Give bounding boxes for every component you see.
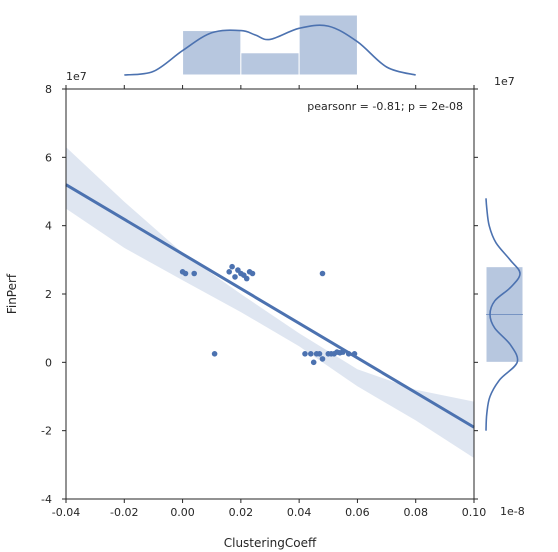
x-tick-label-1: -0.02 [110,506,138,519]
top-hist-bar-2 [298,14,358,76]
top-marginal-histogram [182,14,358,76]
scatter-point-26 [345,351,352,357]
scatter-point-6 [232,274,238,280]
scatter-point-1 [182,270,189,277]
y-tick-label-4: 4 [45,220,52,233]
regression-confidence-band [66,147,474,458]
y-tick-label-0: -4 [41,493,52,506]
x-tick-label-5: 0.06 [345,506,370,519]
x-axis-ticks: -0.04 -0.02 0.00 0.02 0.04 0.06 0.08 0.10 [52,85,486,519]
scatter-point-5 [229,263,235,270]
plot-frame [65,88,475,500]
x-axis-label: ClusteringCoeff [224,536,317,550]
x-tick-label-4: 0.04 [287,506,312,519]
scatter-point-12 [249,270,256,277]
scatter-point-19 [319,270,326,277]
scatter-points [179,263,358,366]
y-axis-ticks: -4 -2 0 2 4 6 8 [41,83,478,506]
scatter-point-13 [302,351,308,357]
scatter-point-3 [211,351,218,357]
top-marginal-kde-curve [124,24,416,76]
y-tick-label-3: 2 [45,288,52,301]
x-tick-label-7: 0.10 [462,506,487,519]
y-tick-label-5: 6 [45,151,52,164]
right-marginal-histogram [485,266,524,363]
y-axis-offset-label: 1e7 [66,70,87,83]
scatter-point-10 [243,275,250,282]
right-marginal-plot [485,198,524,431]
regression-line [65,183,475,429]
right-marginal-kde-curve [485,198,521,431]
top-marginal-offset-label: 1e7 [494,75,515,88]
y-tick-label-6: 8 [45,83,52,96]
pearson-annotation: pearsonr = -0.81; p = 2e-08 [307,100,463,113]
scatter-point-17 [316,351,323,357]
top-hist-bar-1 [240,52,300,76]
scatter-point-25 [340,349,346,355]
scatter-point-15 [310,359,317,366]
y-axis-label: FinPerf [5,273,19,314]
top-hist-bar-0 [182,30,242,76]
main-scatter-plot: -0.04 -0.02 0.00 0.02 0.04 0.06 0.08 0.10 -4 -2 0… [41,83,486,519]
scatter-point-14 [308,351,314,357]
right-marginal-offset-label: 1e-8 [500,505,525,518]
x-tick-label-2: 0.00 [170,506,195,519]
x-tick-label-0: -0.04 [52,506,80,519]
x-tick-label-3: 0.02 [229,506,254,519]
y-tick-label-2: 0 [45,356,52,369]
top-marginal-plot [124,14,416,76]
scatter-point-4 [226,269,232,275]
scatter-point-18 [319,356,326,362]
scatter-point-2 [191,270,197,277]
y-tick-label-1: -2 [41,425,52,438]
x-tick-label-6: 0.08 [403,506,428,519]
scatter-point-27 [351,351,358,357]
